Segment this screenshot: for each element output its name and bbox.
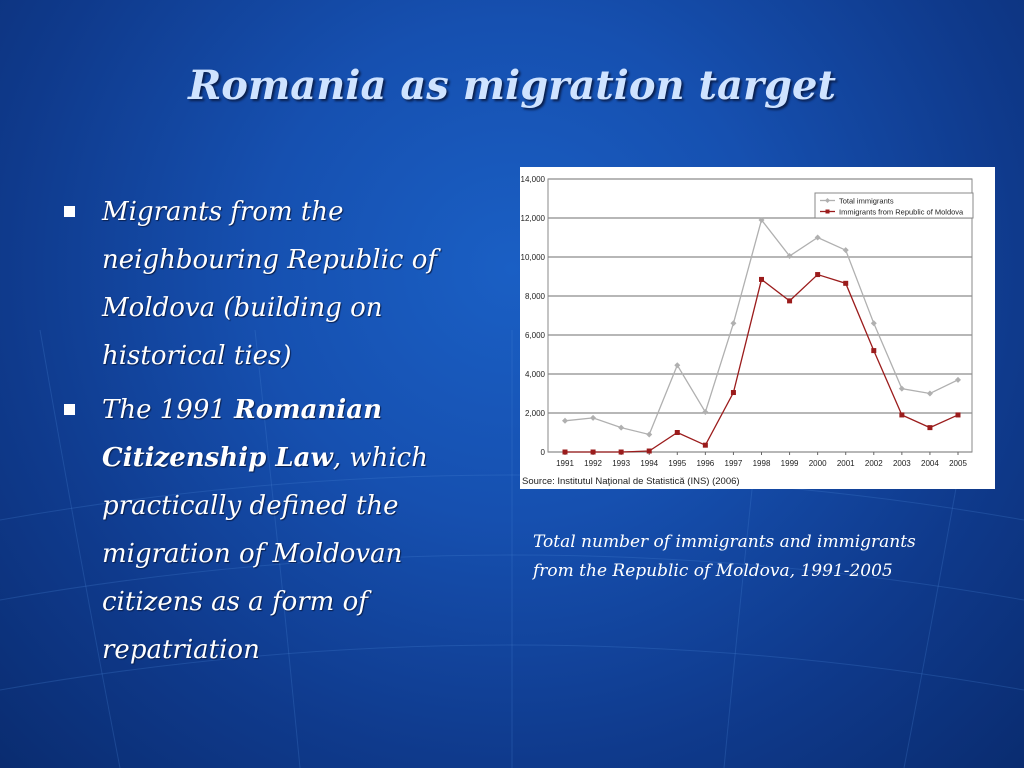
x-tick-label: 2003 (893, 459, 911, 468)
slide-title: Romania as migration target (188, 62, 836, 109)
y-tick-label: 6,000 (525, 331, 546, 340)
y-tick-label: 8,000 (525, 292, 546, 301)
data-point (562, 449, 568, 455)
legend-label: Immigrants from Republic of Moldova (839, 208, 964, 217)
x-tick-label: 2005 (949, 459, 967, 468)
data-point (759, 276, 764, 282)
x-tick-label: 1992 (584, 459, 602, 468)
data-point (899, 412, 905, 418)
bullet-text-bold: Romanian Citizenship Law (102, 395, 383, 473)
data-point (730, 320, 737, 327)
square-bullet-icon (64, 206, 75, 217)
data-point (758, 216, 765, 223)
x-tick-label: 1998 (753, 459, 771, 468)
x-tick-label: 2001 (837, 459, 855, 468)
data-point (955, 376, 961, 383)
data-point (898, 385, 905, 392)
data-point (674, 362, 681, 369)
x-tick-label: 1994 (640, 459, 658, 468)
x-tick-label: 1999 (781, 459, 799, 468)
data-point (590, 449, 596, 455)
data-point (562, 417, 568, 424)
bullet-text-pre: The 1991 (102, 395, 235, 425)
series-line (565, 273, 959, 453)
x-tick-label: 1995 (668, 459, 686, 468)
legend-label: Total immigrants (839, 197, 894, 206)
data-point (702, 409, 709, 416)
data-point (843, 280, 849, 286)
data-point (618, 449, 624, 455)
data-point (646, 431, 653, 438)
legend-box (814, 192, 974, 219)
y-tick-label: 12,000 (521, 214, 546, 223)
bullet-text-post: , which practically defined the migratio… (102, 443, 428, 665)
data-point (815, 272, 821, 278)
data-point (814, 234, 821, 241)
data-point (702, 442, 708, 448)
x-tick-label: 2002 (865, 459, 883, 468)
square-bullet-icon (64, 404, 75, 415)
data-point (646, 448, 652, 454)
y-tick-label: 14,000 (521, 175, 546, 184)
y-tick-label: 10,000 (521, 253, 546, 262)
x-tick-label: 1993 (612, 459, 630, 468)
bullet-list: Migrants from the neighbouring Republic … (60, 188, 460, 680)
series-layer (562, 216, 961, 455)
data-point (674, 430, 680, 435)
bullet-item: The 1991 Romanian Citizenship Law, which… (60, 386, 460, 674)
data-point (730, 390, 736, 396)
series-line (564, 218, 959, 436)
chart-container: 0 2,000 4,000 6,000 8,000 10,000 12,000 14,000 1… (520, 167, 995, 489)
x-tick-label: 2000 (809, 459, 827, 468)
data-point (955, 412, 961, 418)
data-point (927, 425, 933, 431)
y-tick-label: 2,000 (525, 409, 546, 418)
legend: Total immigrants Immigrants from Republic… (814, 192, 974, 219)
chart-source: Source: Institutul Naţional de Statistic… (522, 476, 740, 487)
line-chart: 0 2,000 4,000 6,000 8,000 10,000 12,000 14,000 1… (521, 175, 974, 487)
data-point (842, 247, 849, 254)
axis-layer: 0 2,000 4,000 6,000 8,000 10,000 12,000 14,000 1… (521, 175, 968, 468)
data-point (871, 348, 877, 354)
chart-caption: Total number of immigrants and immigrant… (533, 532, 916, 581)
grid-layer (547, 178, 973, 453)
x-tick-label: 1997 (725, 459, 743, 468)
x-tick-label: 2004 (921, 459, 939, 468)
y-tick-label: 0 (541, 448, 546, 457)
legend-marker (825, 198, 830, 203)
data-point (787, 298, 793, 304)
x-tick-label: 1996 (696, 459, 714, 468)
data-point (926, 390, 933, 397)
bullet-item: Migrants from the neighbouring Republic … (60, 188, 460, 380)
data-point (870, 320, 877, 327)
x-tick-label: 1991 (556, 459, 574, 468)
legend-marker (825, 209, 830, 214)
data-point (590, 414, 597, 421)
bullet-text: Migrants from the neighbouring Republic … (102, 197, 438, 371)
y-tick-label: 4,000 (525, 370, 546, 379)
data-point (618, 424, 625, 431)
data-point (786, 253, 793, 260)
